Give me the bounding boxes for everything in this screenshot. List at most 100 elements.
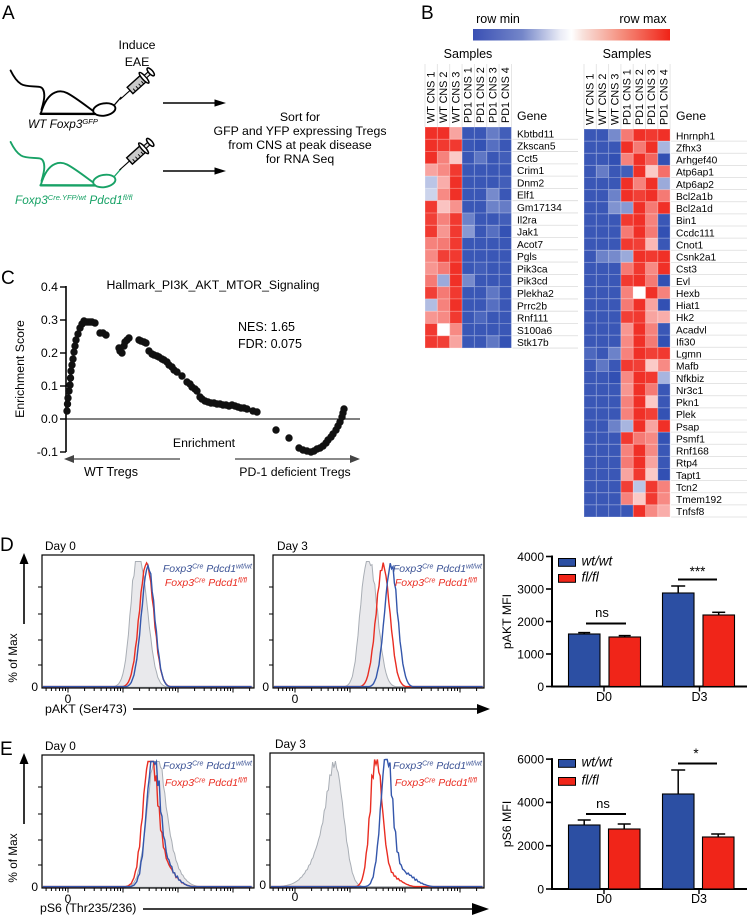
svg-text:Evl: Evl <box>676 277 690 288</box>
svg-text:Psmf1: Psmf1 <box>676 434 705 445</box>
svg-text:Gm17134: Gm17134 <box>517 203 562 214</box>
svg-text:D3: D3 <box>692 690 708 704</box>
svg-text:Samples: Samples <box>444 47 493 61</box>
svg-text:4000: 4000 <box>517 796 544 810</box>
svg-text:0.0: 0.0 <box>41 412 58 426</box>
svg-text:Foxp3Cre Pdcd1wt/wt: Foxp3Cre Pdcd1wt/wt <box>393 563 483 575</box>
svg-text:ns: ns <box>595 605 609 620</box>
svg-text:Tapt1: Tapt1 <box>676 471 701 482</box>
svg-text:PD1 CNS 3: PD1 CNS 3 <box>487 67 499 123</box>
svg-text:pAKT MFI: pAKT MFI <box>500 594 514 649</box>
svg-text:Psap: Psap <box>676 422 700 433</box>
svg-text:Pik3ca: Pik3ca <box>517 264 548 275</box>
svg-text:Day 3: Day 3 <box>275 737 306 751</box>
svg-text:-0.1: -0.1 <box>37 445 58 459</box>
svg-text:0: 0 <box>537 882 544 896</box>
svg-text:Acadvl: Acadvl <box>676 325 707 336</box>
svg-text:Cct5: Cct5 <box>517 154 538 165</box>
svg-text:Nr3c1: Nr3c1 <box>676 386 704 397</box>
svg-text:Ccdc111: Ccdc111 <box>676 228 715 239</box>
svg-text:0: 0 <box>31 680 38 694</box>
svg-text:GFP and YFP expressing Tregs: GFP and YFP expressing Tregs <box>214 124 387 138</box>
svg-text:Il2ra: Il2ra <box>517 215 537 226</box>
svg-text:0: 0 <box>292 692 299 706</box>
svg-text:Bcl2a1d: Bcl2a1d <box>676 204 713 215</box>
svg-text:A: A <box>2 3 15 24</box>
svg-text:WT CNS 2: WT CNS 2 <box>597 74 609 125</box>
svg-text:Foxp3Cre Pdcd1wt/wt: Foxp3Cre Pdcd1wt/wt <box>393 760 483 772</box>
svg-text:Nfkbiz: Nfkbiz <box>676 374 704 385</box>
svg-text:Hallmark_PI3K_AKT_MTOR_Signali: Hallmark_PI3K_AKT_MTOR_Signaling <box>106 278 319 292</box>
svg-text:0: 0 <box>31 880 38 894</box>
svg-text:2000: 2000 <box>517 615 544 629</box>
svg-text:E: E <box>0 739 13 760</box>
svg-text:WT CNS 3: WT CNS 3 <box>450 72 462 123</box>
svg-text:Foxp3Cre Pdcd1fl/fl: Foxp3Cre Pdcd1fl/fl <box>395 777 478 789</box>
svg-text:0: 0 <box>292 890 299 904</box>
svg-text:Hexb: Hexb <box>676 289 700 300</box>
svg-text:Foxp3Cre Pdcd1wt/wt: Foxp3Cre Pdcd1wt/wt <box>163 563 253 575</box>
svg-text:6000: 6000 <box>517 752 544 766</box>
svg-text:pS6 MFI: pS6 MFI <box>500 801 514 847</box>
svg-text:Sort for: Sort for <box>280 110 320 124</box>
svg-text:C: C <box>1 268 15 289</box>
svg-text:wt/wt: wt/wt <box>582 755 614 770</box>
svg-text:Hiat1: Hiat1 <box>676 301 700 312</box>
svg-text:Bin1: Bin1 <box>676 216 697 227</box>
svg-text:PD-1 deficient Tregs: PD-1 deficient Tregs <box>239 465 350 479</box>
svg-text:WT CNS 2: WT CNS 2 <box>438 72 450 123</box>
svg-text:Foxp3Cre Pdcd1fl/fl: Foxp3Cre Pdcd1fl/fl <box>395 577 478 589</box>
svg-text:PD1 CNS 4: PD1 CNS 4 <box>658 69 670 125</box>
svg-text:Rnf168: Rnf168 <box>676 447 709 458</box>
svg-text:Day 3: Day 3 <box>277 539 308 553</box>
svg-text:Zfhx3: Zfhx3 <box>676 143 702 154</box>
svg-text:FDR: 0.075: FDR: 0.075 <box>238 337 302 351</box>
svg-text:WT CNS 1: WT CNS 1 <box>426 72 438 123</box>
svg-text:PD1 CNS 1: PD1 CNS 1 <box>463 67 475 123</box>
svg-text:Pik3cd: Pik3cd <box>517 277 548 288</box>
svg-text:Rtp4: Rtp4 <box>676 459 698 470</box>
svg-text:Csnk2a1: Csnk2a1 <box>676 253 717 264</box>
svg-text:row max: row max <box>619 12 667 26</box>
svg-text:Jak1: Jak1 <box>517 228 539 239</box>
svg-text:EAE: EAE <box>125 55 150 69</box>
svg-text:Crim1: Crim1 <box>517 166 544 177</box>
svg-text:4000: 4000 <box>517 550 544 564</box>
svg-text:ns: ns <box>596 796 610 811</box>
svg-text:D0: D0 <box>596 892 612 906</box>
svg-text:Dnm2: Dnm2 <box>517 178 545 189</box>
svg-text:D3: D3 <box>691 892 707 906</box>
svg-text:Enrichment Score: Enrichment Score <box>13 320 27 418</box>
svg-text:PD1 CNS 3: PD1 CNS 3 <box>646 69 658 125</box>
svg-text:Pgls: Pgls <box>517 252 537 263</box>
svg-text:pS6 (Thr235/236): pS6 (Thr235/236) <box>40 901 136 915</box>
svg-text:D: D <box>0 535 14 556</box>
svg-text:Foxp3Cre Pdcd1wt/wt: Foxp3Cre Pdcd1wt/wt <box>163 760 253 772</box>
svg-text:Gene: Gene <box>676 109 706 123</box>
svg-text:WT Tregs: WT Tregs <box>84 465 138 479</box>
svg-text:0.2: 0.2 <box>41 346 58 360</box>
svg-text:Plekha2: Plekha2 <box>517 289 554 300</box>
svg-text:% of Max: % of Max <box>6 633 20 682</box>
svg-text:Cnot1: Cnot1 <box>676 240 704 251</box>
svg-text:Foxp3Cre Pdcd1fl/fl: Foxp3Cre Pdcd1fl/fl <box>165 577 248 589</box>
svg-text:Enrichment: Enrichment <box>173 436 236 450</box>
svg-text:Elf1: Elf1 <box>517 191 535 202</box>
svg-text:Tcn2: Tcn2 <box>676 483 698 494</box>
svg-text:PD1 CNS 2: PD1 CNS 2 <box>475 67 487 123</box>
svg-text:% of Max: % of Max <box>6 833 20 882</box>
svg-text:PD1 CNS 1: PD1 CNS 1 <box>622 69 634 125</box>
svg-text:wt/wt: wt/wt <box>582 554 614 569</box>
svg-text:Cst3: Cst3 <box>676 265 697 276</box>
svg-text:Pkn1: Pkn1 <box>676 398 700 409</box>
svg-text:Day 0: Day 0 <box>45 739 76 753</box>
svg-text:Hk2: Hk2 <box>676 313 694 324</box>
svg-text:0.4: 0.4 <box>41 280 58 294</box>
svg-text:Induce: Induce <box>119 38 156 52</box>
svg-text:Atp6ap1: Atp6ap1 <box>676 168 714 179</box>
svg-text:WT CNS 3: WT CNS 3 <box>609 74 621 125</box>
svg-text:Zkscan5: Zkscan5 <box>517 142 556 153</box>
svg-text:*: * <box>693 746 699 761</box>
svg-text:0: 0 <box>259 878 266 892</box>
svg-text:from CNS at peak disease: from CNS at peak disease <box>228 138 372 152</box>
